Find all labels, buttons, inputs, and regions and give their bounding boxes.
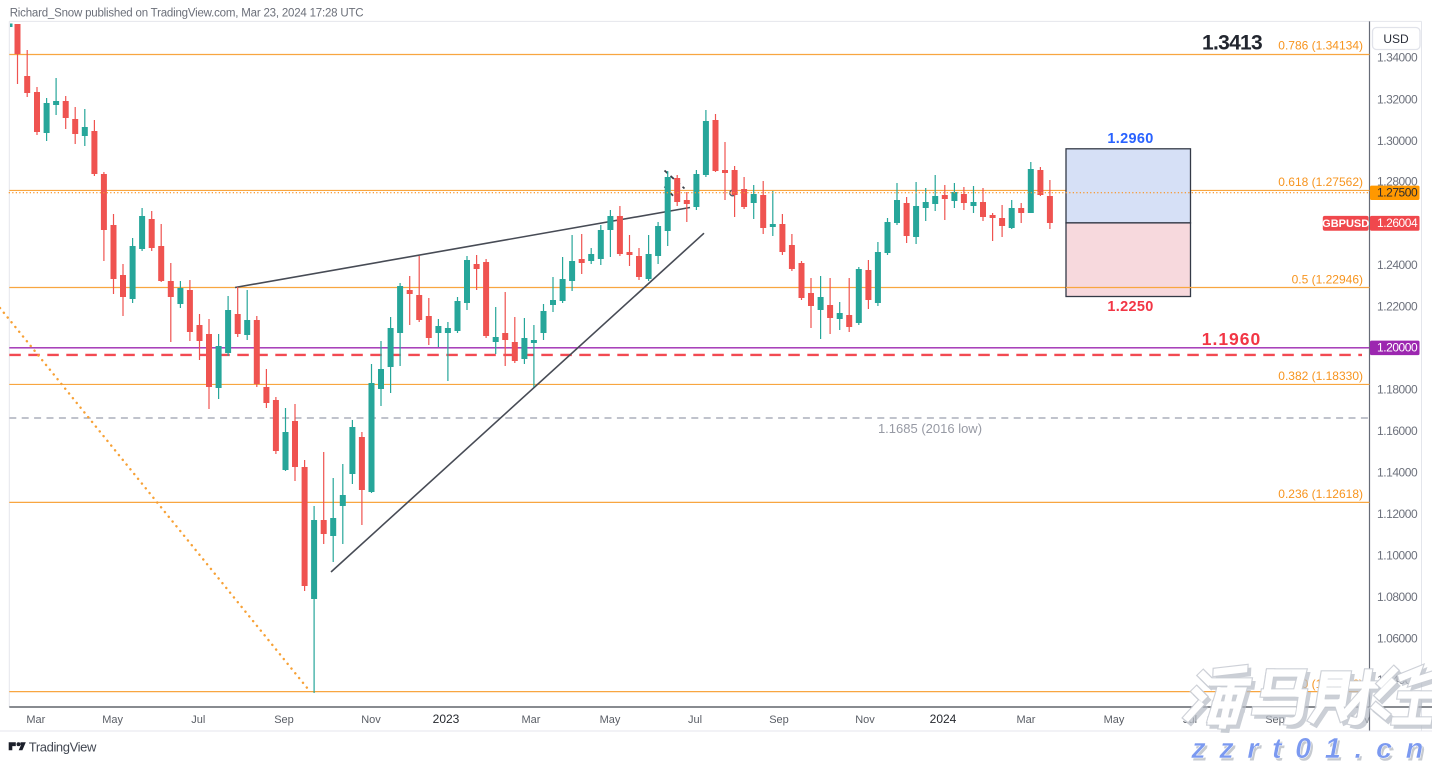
- svg-text:0.236 (1.12618): 0.236 (1.12618): [1278, 487, 1363, 501]
- svg-text:Jul: Jul: [688, 714, 702, 726]
- svg-text:2023: 2023: [433, 712, 460, 726]
- svg-text:USD: USD: [1383, 32, 1409, 46]
- svg-text:Nov: Nov: [855, 714, 875, 726]
- svg-text:1.24000: 1.24000: [1377, 258, 1418, 272]
- svg-text:Mar: Mar: [26, 714, 45, 726]
- svg-text:1.27500: 1.27500: [1377, 185, 1418, 199]
- svg-text:Nov: Nov: [361, 714, 381, 726]
- svg-text:Sep: Sep: [274, 714, 294, 726]
- svg-text:GBPUSD: GBPUSD: [1322, 218, 1369, 230]
- svg-text:Mar: Mar: [522, 714, 541, 726]
- svg-text:1.12000: 1.12000: [1377, 507, 1418, 521]
- svg-text:0.618 (1.27562): 0.618 (1.27562): [1278, 175, 1363, 189]
- svg-text:Sep: Sep: [769, 714, 789, 726]
- svg-text:zzrt01.cn: zzrt01.cn: [1190, 733, 1432, 763]
- svg-text:0.382 (1.18330): 0.382 (1.18330): [1278, 369, 1363, 383]
- svg-text:0.786 (1.34134): 0.786 (1.34134): [1278, 39, 1363, 53]
- svg-text:1.26004: 1.26004: [1377, 216, 1418, 230]
- svg-text:TradingView: TradingView: [29, 739, 97, 754]
- svg-text:1.20000: 1.20000: [1377, 341, 1418, 355]
- svg-text:2024: 2024: [930, 712, 957, 726]
- svg-text:1.14000: 1.14000: [1377, 465, 1418, 479]
- svg-text:1.32000: 1.32000: [1377, 92, 1418, 106]
- svg-text:Mar: Mar: [1017, 714, 1036, 726]
- svg-text:1.34000: 1.34000: [1377, 50, 1418, 64]
- svg-text:1.3413: 1.3413: [1202, 32, 1262, 55]
- svg-text:May: May: [1104, 714, 1125, 726]
- svg-text:1.1685 (2016 low): 1.1685 (2016 low): [878, 421, 982, 436]
- svg-text:1.16000: 1.16000: [1377, 424, 1418, 438]
- svg-text:1.22000: 1.22000: [1377, 299, 1418, 313]
- svg-text:1.18000: 1.18000: [1377, 382, 1418, 396]
- svg-text:1.08000: 1.08000: [1377, 590, 1418, 604]
- svg-text:Richard_Snow published on Trad: Richard_Snow published on TradingView.co…: [10, 8, 364, 20]
- svg-text:May: May: [600, 714, 621, 726]
- svg-text:Jul: Jul: [191, 714, 205, 726]
- svg-text:1.2250: 1.2250: [1107, 299, 1153, 315]
- svg-text:1.2960: 1.2960: [1107, 131, 1153, 147]
- svg-text:May: May: [102, 714, 123, 726]
- svg-text:0.5 (1.22946): 0.5 (1.22946): [1292, 273, 1363, 287]
- svg-text:1.30000: 1.30000: [1377, 134, 1418, 148]
- svg-text:1.10000: 1.10000: [1377, 548, 1418, 562]
- svg-text:1.1960: 1.1960: [1202, 329, 1262, 349]
- svg-text:zzrt01.cn: zzrt01.cn: [1192, 736, 1432, 763]
- svg-text:1.28000: 1.28000: [1377, 174, 1418, 188]
- svg-text:1.06000: 1.06000: [1377, 631, 1418, 645]
